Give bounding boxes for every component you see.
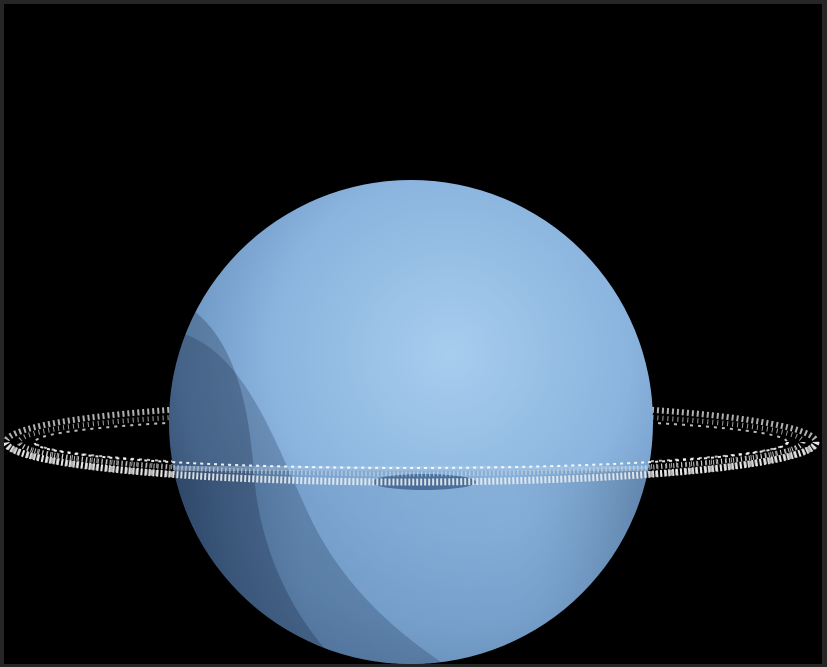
space-background: [4, 4, 822, 664]
planet-body: [169, 180, 653, 664]
planet-ring-front: [4, 442, 820, 486]
planet-scene: [4, 180, 820, 664]
